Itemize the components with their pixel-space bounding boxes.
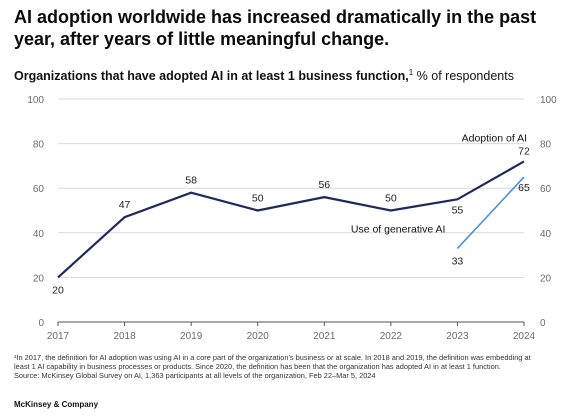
series-label-adoption: Adoption of AI bbox=[462, 132, 527, 144]
x-tick-label: 2022 bbox=[380, 331, 403, 342]
x-tick-label: 2023 bbox=[446, 331, 469, 342]
y-tick-label-left: 80 bbox=[33, 140, 45, 151]
y-tick-label-left: 60 bbox=[33, 184, 45, 195]
y-tick-label-right: 0 bbox=[540, 318, 546, 329]
chart-subtitle: Organizations that have adopted AI in at… bbox=[14, 65, 574, 84]
data-label-adoption: 50 bbox=[252, 193, 264, 205]
x-tick-label: 2024 bbox=[513, 331, 536, 342]
x-tick-label: 2017 bbox=[47, 331, 70, 342]
subtitle-footnote-marker: 1 bbox=[408, 68, 414, 77]
x-tick-label: 2020 bbox=[247, 331, 270, 342]
y-tick-label-right: 80 bbox=[540, 140, 552, 151]
x-tick-label: 2019 bbox=[180, 331, 203, 342]
series-line-generative bbox=[456, 176, 525, 249]
subtitle-bold: Organizations that have adopted AI in at… bbox=[14, 69, 409, 84]
y-tick-label-right: 60 bbox=[540, 184, 552, 195]
data-label-adoption: 55 bbox=[452, 204, 464, 216]
series-label-generative: Use of generative AI bbox=[351, 223, 446, 235]
data-label-adoption: 72 bbox=[518, 145, 530, 157]
y-tick-label-left: 40 bbox=[33, 229, 45, 240]
data-label-adoption: 50 bbox=[385, 193, 397, 205]
data-label-adoption: 47 bbox=[119, 199, 131, 211]
brand-logo-text: McKinsey & Company bbox=[14, 400, 99, 409]
footnote-line: ¹In 2017, the definition for AI adoption… bbox=[14, 353, 531, 362]
data-label-adoption: 20 bbox=[52, 284, 64, 296]
chart-headline: AI adoption worldwide has increased dram… bbox=[14, 7, 537, 49]
y-tick-label-left: 0 bbox=[38, 318, 44, 329]
data-label-adoption: 56 bbox=[318, 179, 330, 191]
source-line: Source: McKinsey Global Survey on AI, 1,… bbox=[14, 371, 376, 380]
data-label-adoption: 58 bbox=[185, 175, 197, 187]
x-tick-label: 2021 bbox=[313, 331, 336, 342]
series-line-adoption bbox=[57, 160, 525, 279]
y-tick-label-left: 20 bbox=[33, 273, 45, 284]
y-tick-label-right: 20 bbox=[540, 273, 552, 284]
x-tick-label: 2018 bbox=[113, 331, 136, 342]
footnote-line: least 1 AI capability in business proces… bbox=[14, 362, 501, 371]
footnote: ¹In 2017, the definition for AI adoption… bbox=[14, 353, 574, 380]
y-tick-label-right: 100 bbox=[540, 95, 557, 106]
data-label-generative: 33 bbox=[452, 255, 464, 267]
data-label-generative: 65 bbox=[518, 182, 530, 194]
subtitle-unit: % of respondents bbox=[413, 69, 514, 84]
y-tick-label-right: 40 bbox=[540, 229, 552, 240]
y-tick-label-left: 100 bbox=[27, 95, 44, 106]
